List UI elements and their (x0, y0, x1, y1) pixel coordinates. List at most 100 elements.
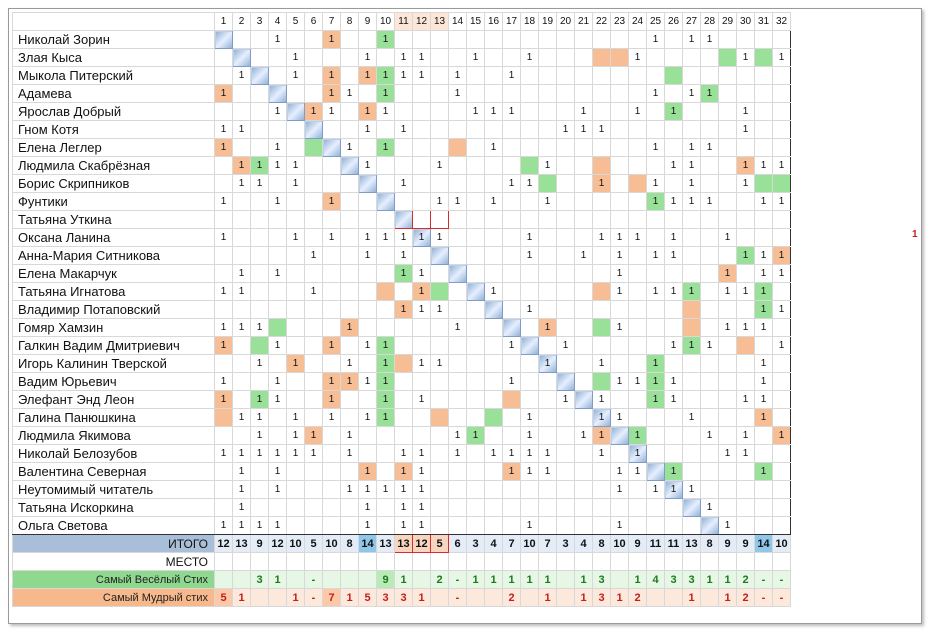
vote-cell[interactable] (412, 138, 431, 157)
vote-cell[interactable] (646, 408, 665, 427)
vote-cell[interactable] (376, 426, 395, 445)
vote-cell[interactable]: 1 (448, 444, 467, 463)
vote-cell[interactable] (466, 156, 485, 175)
vote-cell[interactable] (466, 282, 485, 301)
vote-cell[interactable] (628, 318, 647, 337)
vote-cell[interactable] (700, 390, 719, 409)
vote-cell[interactable] (340, 300, 359, 319)
vote-cell[interactable] (484, 318, 503, 337)
vote-cell[interactable] (214, 264, 233, 283)
vote-cell[interactable] (664, 210, 683, 229)
vote-cell[interactable] (448, 498, 467, 517)
vote-cell[interactable]: 1 (340, 318, 359, 337)
vote-cell[interactable]: 1 (268, 192, 287, 211)
vote-cell[interactable]: 1 (412, 444, 431, 463)
vote-cell[interactable] (430, 264, 449, 283)
vote-cell[interactable] (520, 318, 539, 337)
vote-cell[interactable] (394, 156, 413, 175)
vote-cell[interactable] (322, 318, 341, 337)
vote-cell[interactable] (484, 48, 503, 67)
vote-cell[interactable] (772, 444, 791, 463)
vote-cell[interactable]: 1 (412, 498, 431, 517)
vote-cell[interactable] (466, 354, 485, 373)
vote-cell[interactable] (754, 120, 773, 139)
vote-cell[interactable]: 1 (394, 66, 413, 85)
vote-cell[interactable] (718, 210, 737, 229)
vote-cell[interactable] (520, 192, 539, 211)
vote-cell[interactable] (628, 156, 647, 175)
vote-cell[interactable]: 1 (628, 48, 647, 67)
place-cell[interactable] (556, 552, 575, 571)
vote-cell[interactable] (520, 210, 539, 229)
vote-cell[interactable]: 1 (610, 462, 629, 481)
vote-cell[interactable] (466, 120, 485, 139)
vote-cell[interactable] (574, 408, 593, 427)
vote-cell[interactable]: 1 (412, 462, 431, 481)
vote-cell[interactable]: 1 (664, 192, 683, 211)
vote-cell[interactable] (484, 66, 503, 85)
vote-cell[interactable]: 1 (376, 354, 395, 373)
vote-cell[interactable]: 1 (268, 102, 287, 121)
vote-cell[interactable] (520, 84, 539, 103)
vote-cell[interactable]: 1 (232, 120, 251, 139)
vote-cell[interactable] (268, 498, 287, 517)
vote-cell[interactable] (736, 84, 755, 103)
vote-cell[interactable]: 1 (394, 264, 413, 283)
vote-cell[interactable] (250, 336, 269, 355)
vote-cell[interactable]: 1 (664, 336, 683, 355)
vote-cell[interactable] (484, 480, 503, 499)
vote-cell[interactable] (520, 102, 539, 121)
vote-cell[interactable] (772, 228, 791, 247)
vote-cell[interactable] (430, 498, 449, 517)
vote-cell[interactable] (556, 66, 575, 85)
vote-cell[interactable]: 1 (466, 102, 485, 121)
vote-cell[interactable]: 1 (754, 462, 773, 481)
vote-cell[interactable] (520, 336, 539, 355)
vote-cell[interactable] (718, 354, 737, 373)
place-cell[interactable] (412, 552, 431, 571)
vote-cell[interactable] (700, 444, 719, 463)
vote-cell[interactable] (754, 444, 773, 463)
vote-cell[interactable] (574, 480, 593, 499)
vote-cell[interactable]: 1 (430, 300, 449, 319)
vote-cell[interactable]: 1 (574, 426, 593, 445)
vote-cell[interactable] (430, 210, 449, 229)
vote-cell[interactable] (502, 426, 521, 445)
vote-cell[interactable] (520, 354, 539, 373)
vote-cell[interactable] (538, 390, 557, 409)
vote-cell[interactable] (502, 192, 521, 211)
vote-cell[interactable] (286, 372, 305, 391)
vote-cell[interactable] (664, 66, 683, 85)
vote-cell[interactable] (502, 390, 521, 409)
vote-cell[interactable] (358, 264, 377, 283)
vote-cell[interactable] (556, 354, 575, 373)
vote-cell[interactable]: 1 (736, 426, 755, 445)
vote-cell[interactable]: 1 (682, 84, 701, 103)
vote-cell[interactable] (628, 138, 647, 157)
vote-cell[interactable] (376, 444, 395, 463)
vote-cell[interactable]: 1 (682, 192, 701, 211)
vote-cell[interactable] (322, 516, 341, 535)
vote-cell[interactable] (322, 300, 341, 319)
vote-cell[interactable] (664, 138, 683, 157)
vote-cell[interactable] (736, 66, 755, 85)
vote-cell[interactable]: 1 (214, 372, 233, 391)
vote-cell[interactable] (700, 246, 719, 265)
vote-cell[interactable]: 1 (268, 516, 287, 535)
vote-cell[interactable] (682, 372, 701, 391)
vote-cell[interactable] (250, 498, 269, 517)
vote-cell[interactable] (574, 84, 593, 103)
place-cell[interactable] (448, 552, 467, 571)
vote-cell[interactable]: 1 (430, 156, 449, 175)
vote-cell[interactable] (556, 228, 575, 247)
vote-cell[interactable] (394, 354, 413, 373)
vote-cell[interactable]: 1 (502, 102, 521, 121)
vote-cell[interactable] (250, 228, 269, 247)
vote-cell[interactable] (448, 138, 467, 157)
vote-cell[interactable] (610, 174, 629, 193)
vote-cell[interactable] (772, 498, 791, 517)
vote-cell[interactable]: 1 (232, 408, 251, 427)
vote-cell[interactable] (538, 246, 557, 265)
vote-cell[interactable] (646, 318, 665, 337)
vote-cell[interactable] (574, 174, 593, 193)
